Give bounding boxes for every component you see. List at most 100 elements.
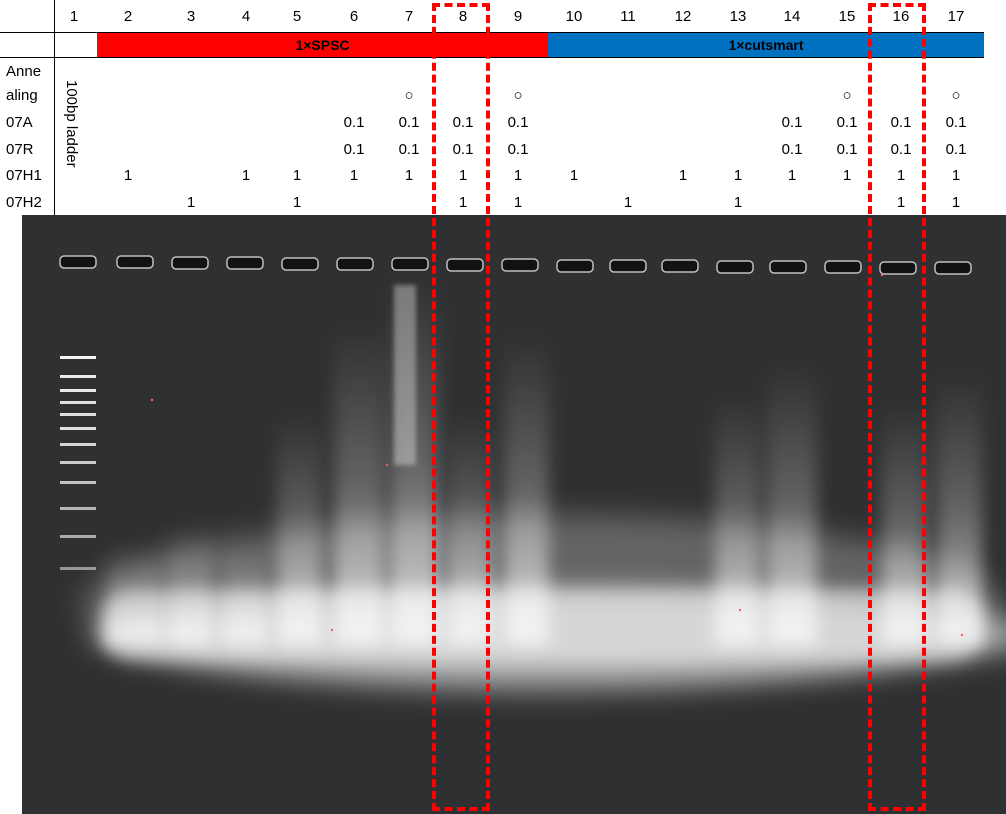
speck — [150, 398, 154, 402]
smear — [107, 545, 162, 645]
condition-cell: 1 — [513, 194, 523, 211]
lane-number: 12 — [674, 8, 692, 25]
gel-image — [22, 215, 1006, 814]
lane-number: 1 — [69, 8, 79, 25]
condition-cell: ○ — [404, 87, 414, 104]
buffer-band-spsc: 1×SPSC — [97, 32, 548, 58]
condition-cell: ○ — [842, 87, 852, 104]
condition-cell: 0.1 — [781, 114, 803, 131]
ladder-band — [60, 507, 96, 510]
condition-cell: 1 — [186, 194, 196, 211]
condition-cell: 1 — [896, 194, 906, 211]
condition-cell: 1 — [292, 167, 302, 184]
smear — [447, 415, 492, 645]
ladder-band — [60, 356, 96, 359]
condition-cell: 0.1 — [343, 114, 365, 131]
condition-cell: 1 — [896, 167, 906, 184]
smear — [767, 365, 817, 645]
well — [446, 258, 484, 272]
lane-number: 3 — [186, 8, 196, 25]
condition-cell: 1 — [787, 167, 797, 184]
well — [116, 255, 154, 269]
condition-cell: 1 — [842, 167, 852, 184]
condition-cell: 1 — [123, 167, 133, 184]
condition-cell: 1 — [349, 167, 359, 184]
ladder-label: 100bp ladder — [63, 80, 80, 168]
lane-number: 7 — [404, 8, 414, 25]
condition-cell: 1 — [733, 167, 743, 184]
ladder-band — [60, 401, 96, 404]
buffer-label: 1×SPSC — [295, 37, 350, 53]
lane-number: 4 — [241, 8, 251, 25]
ladder-band — [60, 535, 96, 538]
well — [769, 260, 807, 274]
lane-number: 14 — [783, 8, 801, 25]
row-label: 07A — [6, 114, 33, 131]
lane-number: 16 — [892, 8, 910, 25]
ladder-band — [60, 389, 96, 392]
well — [556, 259, 594, 273]
condition-cell: 0.1 — [452, 114, 474, 131]
condition-cell: 1 — [678, 167, 688, 184]
condition-cell: 1 — [951, 194, 961, 211]
condition-cell: 0.1 — [343, 141, 365, 158]
condition-cell: 1 — [951, 167, 961, 184]
lane-number: 5 — [292, 8, 302, 25]
condition-cell: 1 — [241, 167, 251, 184]
column-divider — [54, 0, 55, 215]
condition-cell: 0.1 — [945, 141, 967, 158]
ladder-band — [60, 461, 96, 464]
condition-cell: 0.1 — [398, 141, 420, 158]
smear — [394, 285, 416, 465]
well — [661, 259, 699, 273]
well — [824, 260, 862, 274]
condition-cell: 0.1 — [890, 141, 912, 158]
buffer-label: 1×cutsmart — [728, 37, 804, 53]
condition-cell: 1 — [404, 167, 414, 184]
smear — [937, 375, 982, 645]
speck — [880, 273, 884, 277]
condition-cell: 1 — [513, 167, 523, 184]
smear — [715, 395, 760, 645]
table-header: 1 2 3 4 5 6 7 8 9 10 11 12 13 14 15 16 17 1×SPSC 1×cutsm… — [0, 0, 1006, 215]
well — [59, 255, 97, 269]
well — [879, 261, 917, 275]
well — [716, 260, 754, 274]
lane-number: 15 — [838, 8, 856, 25]
condition-cell: 0.1 — [836, 141, 858, 158]
row-label: 07H1 — [6, 167, 42, 184]
condition-cell: 1 — [458, 194, 468, 211]
ladder-band — [60, 443, 96, 446]
condition-cell: ○ — [951, 87, 961, 104]
smear — [277, 415, 322, 645]
speck — [330, 628, 334, 632]
smear — [334, 325, 384, 645]
speck — [738, 608, 742, 612]
row-label: aling — [6, 87, 38, 104]
smear — [167, 525, 212, 645]
well — [171, 256, 209, 270]
condition-cell: 0.1 — [452, 141, 474, 158]
dust-specks — [150, 273, 964, 637]
ladder-band — [60, 481, 96, 484]
well — [336, 257, 374, 271]
condition-cell: 0.1 — [398, 114, 420, 131]
condition-cell: 1 — [569, 167, 579, 184]
highlight-box-lane-16 — [868, 3, 926, 811]
speck — [960, 633, 964, 637]
divider-line — [0, 57, 98, 58]
well — [934, 261, 972, 275]
ladder-band — [60, 375, 96, 378]
lane-number: 13 — [729, 8, 747, 25]
row-label: 07H2 — [6, 194, 42, 211]
ladder-band — [60, 427, 96, 430]
speck — [385, 463, 389, 467]
condition-cell: 0.1 — [836, 114, 858, 131]
smear — [504, 335, 549, 645]
well — [391, 257, 429, 271]
condition-cell: 0.1 — [945, 114, 967, 131]
lane-number: 17 — [947, 8, 965, 25]
condition-cell: 0.1 — [507, 114, 529, 131]
condition-cell: 1 — [733, 194, 743, 211]
ladder-band — [60, 567, 96, 570]
